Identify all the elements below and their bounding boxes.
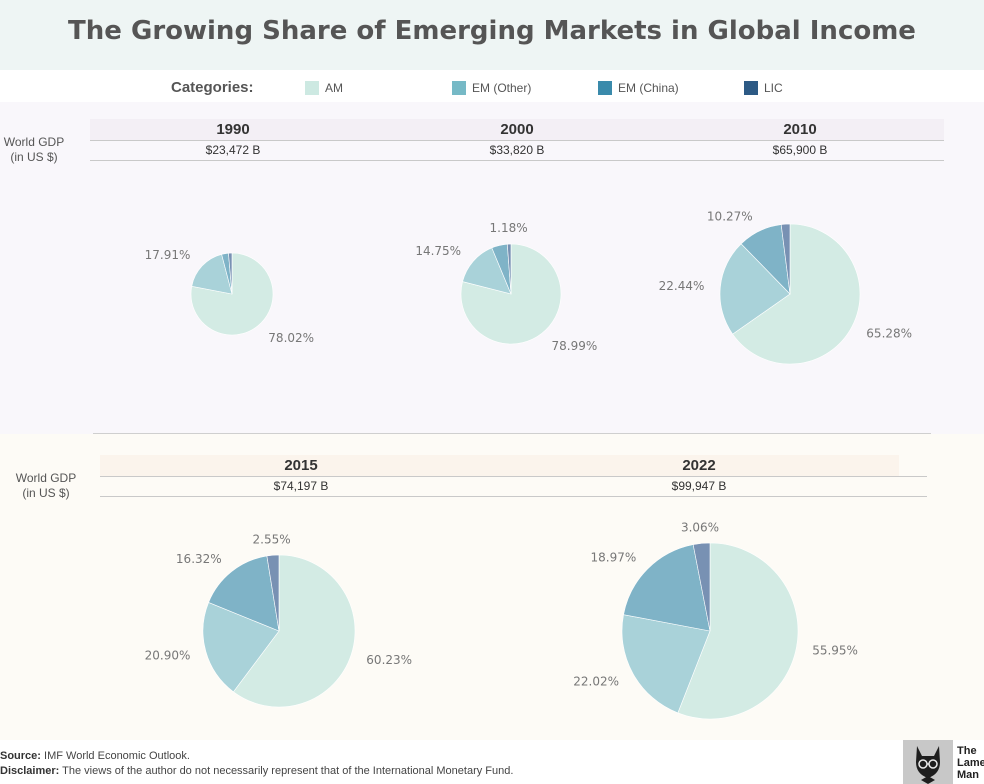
pie-slice-2022-em-china[interactable] [623, 544, 711, 632]
pie-label-2015-em-other: 20.90% [145, 649, 191, 663]
year-label-1990: 1990 [216, 121, 250, 138]
legend-item-em-china[interactable]: EM (China) [598, 80, 679, 96]
pie-slice-2000-am[interactable] [460, 243, 562, 345]
year-label-2015: 2015 [284, 457, 318, 474]
pie-label-2010-em-china: 10.27% [707, 210, 753, 224]
legend-item-em-other[interactable]: EM (Other) [452, 80, 531, 96]
gdp-label-line2: (in US $) [10, 150, 58, 164]
legend-label: AM [325, 81, 343, 95]
gdp-label-line2: (in US $) [22, 486, 70, 500]
pie-slice-2010-lic[interactable] [780, 223, 791, 295]
page-title: The Growing Share of Emerging Markets in… [68, 16, 916, 46]
pie-label-2022-em-china: 18.97% [591, 551, 637, 565]
pie-slice-2015-em-other[interactable] [202, 602, 280, 693]
legend-item-am[interactable]: AM [305, 80, 343, 96]
year-label-2010: 2010 [783, 121, 817, 138]
pie-slice-2022-am[interactable] [677, 542, 799, 720]
logo-line: Lame [957, 757, 984, 769]
pie-label-2022-em-other: 22.02% [573, 674, 619, 688]
gdp-value-1990: $23,472 B [205, 143, 261, 157]
gdp-row-label-bottom: World GDP (in US $) [10, 471, 82, 501]
logo-line: The [957, 745, 977, 757]
gdp-value-2000: $33,820 B [489, 143, 545, 157]
disclaimer-text: The views of the author do not necessari… [62, 765, 514, 777]
gdp-value-2022: $99,947 B [671, 479, 727, 493]
gdp-label-line1: World GDP [3, 135, 65, 149]
panel-divider [93, 433, 931, 434]
pie-slice-1990-em-other[interactable] [191, 253, 233, 295]
pie-label-2000-am: 78.99% [552, 339, 598, 353]
pie-slice-2000-lic[interactable] [506, 243, 512, 295]
pie-slice-1990-lic[interactable] [228, 252, 233, 295]
pie-label-1990-em-other: 17.91% [145, 248, 191, 262]
year-header-band-bottom [100, 455, 899, 476]
legend-title: Categories: [171, 79, 254, 96]
legend-item-lic[interactable]: LIC [744, 80, 783, 96]
pie-label-2015-em-china: 16.32% [176, 552, 222, 566]
bottom-panel [0, 434, 984, 740]
pie-slice-2010-em-other[interactable] [719, 243, 791, 335]
pie-label-2000-em-other: 14.75% [415, 244, 461, 258]
pie-slice-2015-em-china[interactable] [208, 555, 280, 632]
year-label-2022: 2022 [682, 457, 716, 474]
pie-slice-2015-lic[interactable] [266, 554, 280, 632]
disclaimer-note: Disclaimer: The views of the author do n… [0, 765, 513, 777]
logo [903, 740, 953, 784]
pie-label-2010-em-other: 22.44% [659, 279, 705, 293]
year-label-2000: 2000 [500, 121, 534, 138]
disclaimer-label: Disclaimer: [0, 765, 60, 777]
legend-band [0, 70, 984, 102]
source-text: IMF World Economic Outlook. [44, 750, 190, 762]
legend-swatch [452, 81, 466, 95]
legend-label: EM (China) [618, 81, 679, 95]
year-header-band-top [90, 119, 944, 140]
pie-label-1990-am: 78.02% [268, 331, 314, 345]
header-rule [100, 496, 927, 497]
gdp-label-line1: World GDP [15, 471, 77, 485]
pie-slice-2010-am[interactable] [732, 223, 861, 365]
legend-swatch [598, 81, 612, 95]
header-rule [90, 140, 944, 141]
title-band [0, 0, 984, 70]
pie-label-2015-am: 60.23% [366, 653, 412, 667]
legend-label: EM (Other) [472, 81, 532, 95]
source-label: Source: [0, 750, 41, 762]
header-rule [100, 476, 927, 477]
gdp-value-2010: $65,900 B [772, 143, 828, 157]
legend-swatch [305, 81, 319, 95]
gdp-value-2015: $74,197 B [273, 479, 329, 493]
pie-label-2015-lic: 2.55% [253, 532, 291, 546]
pie-label-2010-am: 65.28% [866, 327, 912, 341]
pie-slice-2015-am[interactable] [233, 554, 356, 708]
logo-text: The Lame Man [957, 745, 984, 781]
legend-swatch [744, 81, 758, 95]
pie-label-2022-lic: 3.06% [681, 521, 719, 535]
pie-slice-2022-lic[interactable] [692, 542, 711, 632]
pie-label-2000-lic: 1.18% [490, 221, 528, 235]
fox-logo-icon [903, 740, 953, 784]
pie-slice-2022-em-other[interactable] [621, 614, 711, 714]
header-rule [90, 160, 944, 161]
gdp-row-label-top: World GDP (in US $) [0, 135, 68, 165]
logo-line: Man [957, 769, 979, 781]
source-note: Source: IMF World Economic Outlook. [0, 750, 190, 762]
legend-label: LIC [764, 81, 783, 95]
pie-label-2022-am: 55.95% [812, 643, 858, 657]
